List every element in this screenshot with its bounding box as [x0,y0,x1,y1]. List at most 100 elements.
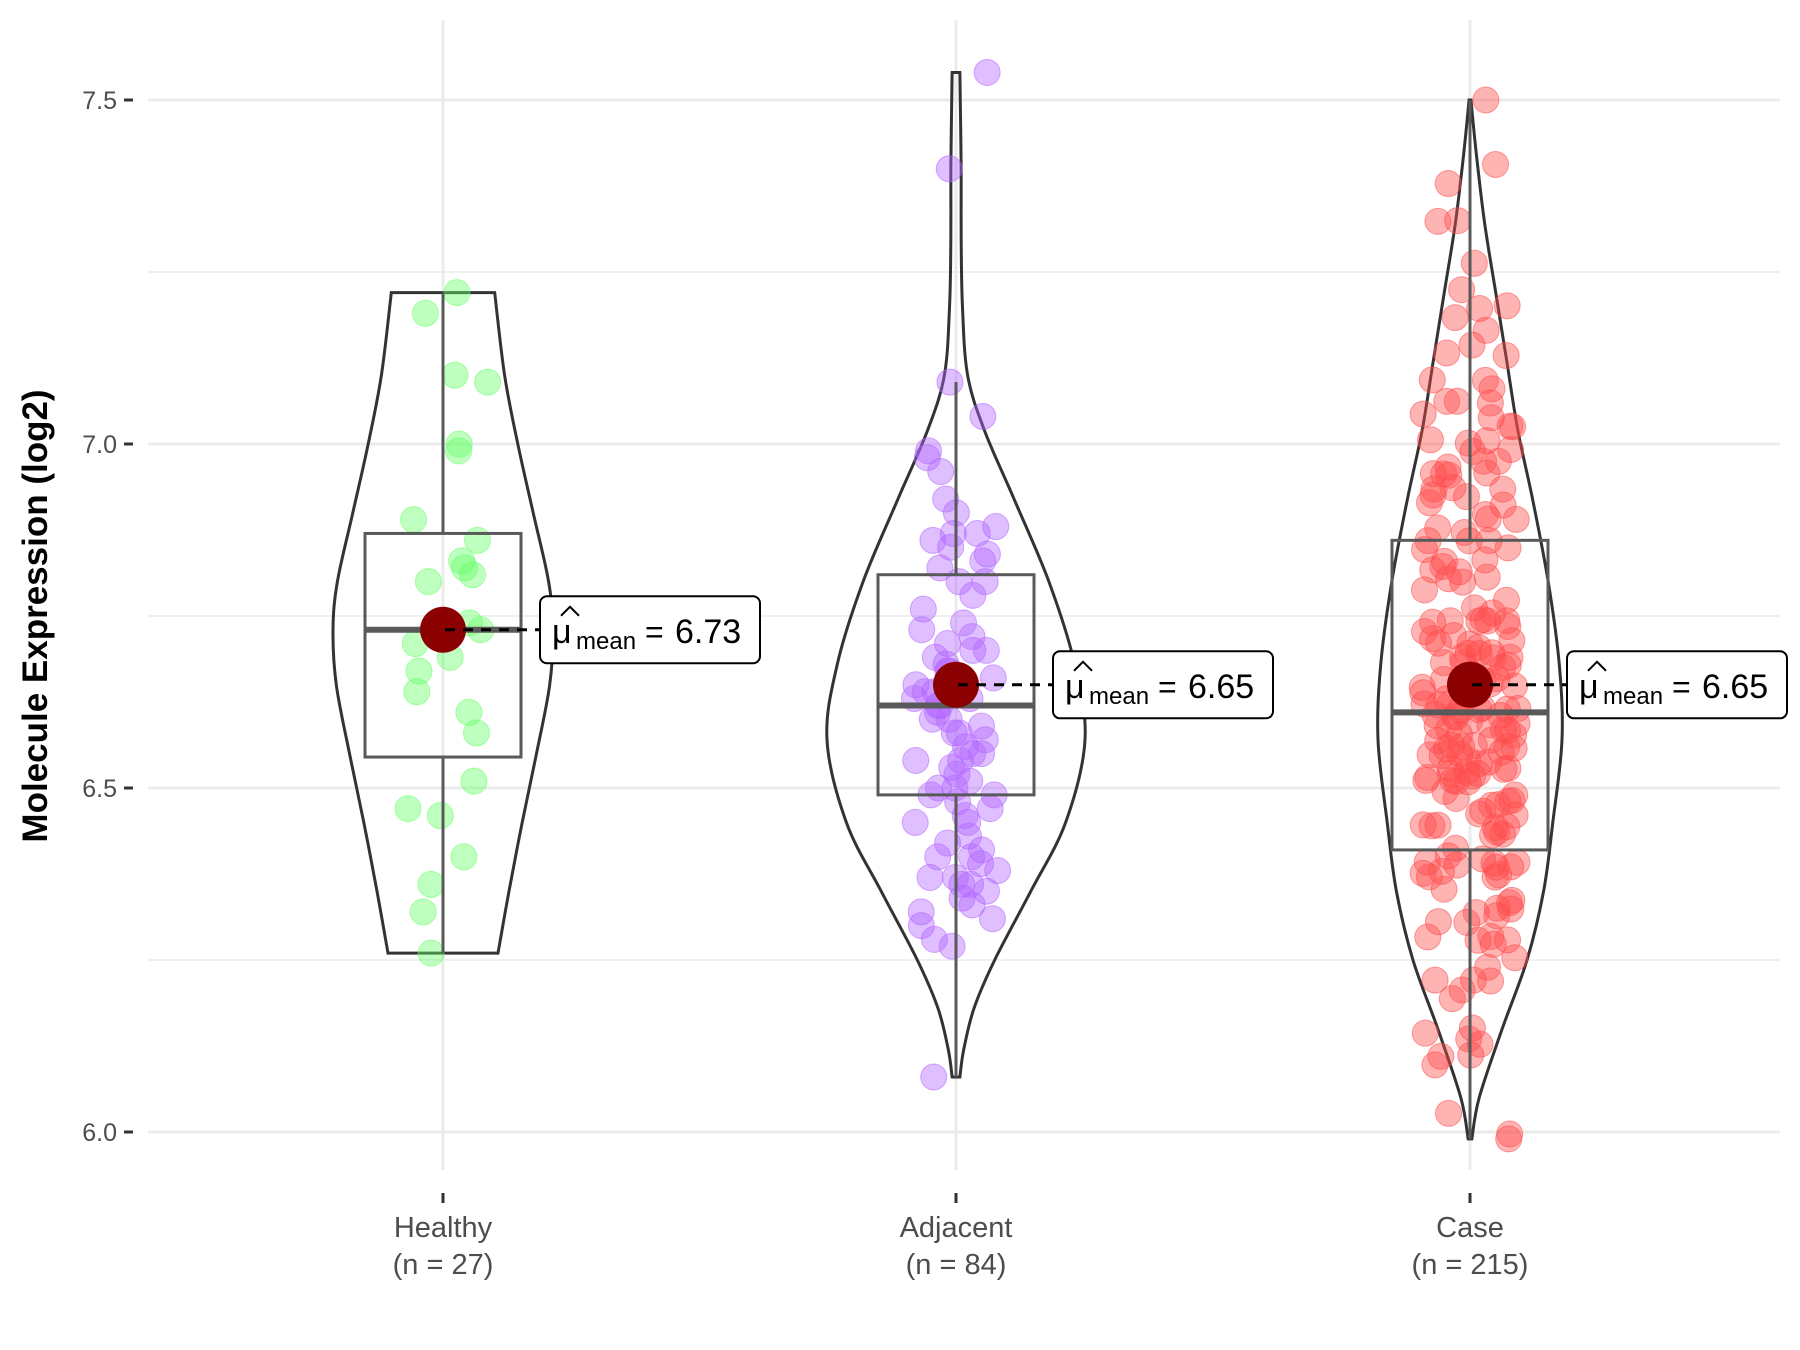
data-point [1419,608,1447,636]
data-point [934,630,962,658]
data-point [1489,820,1517,848]
data-point [1493,292,1521,320]
data-point [1473,563,1501,591]
data-point [1476,389,1504,417]
data-point [1434,453,1462,481]
data-point [1411,536,1439,564]
violin-outline [825,70,1087,1079]
data-point [1454,429,1482,457]
y-tick-label: 7.0 [82,431,117,459]
data-point [920,925,948,953]
x-axis: Healthy (n = 27) Adjacent (n = 84) Case (n = … [393,1193,1529,1281]
data-point [1429,649,1457,677]
violin-outline [331,291,555,955]
x-category-count: (n = 215) [1412,1249,1529,1281]
data-point [1489,653,1517,681]
points-healthy [394,279,502,967]
data-point [1453,908,1481,936]
data-point [924,843,952,871]
data-point [1418,366,1446,394]
x-category-count: (n = 84) [906,1249,1007,1281]
data-point [1493,695,1521,723]
data-point [1472,86,1500,114]
data-point [1435,715,1463,743]
data-point [414,568,442,596]
x-category-count: (n = 27) [393,1249,494,1281]
data-point [936,368,964,396]
data-point [451,554,479,582]
data-point [450,843,478,871]
mu-symbol: μ [552,613,572,651]
group-healthy: μ mean = 6.73 [331,279,761,967]
data-point [443,279,471,307]
data-point [949,609,977,637]
hat-accent [560,605,580,617]
data-point [1458,1014,1486,1042]
y-tick-label: 6.5 [82,775,117,803]
data-point [901,808,929,836]
y-axis-title: Molecule Expression (log2) [16,389,55,842]
data-point [1424,207,1452,235]
equals-sign: = [1672,669,1691,705]
data-point [968,740,996,768]
data-point [411,299,439,327]
data-point [959,581,987,609]
data-point [1419,556,1447,584]
y-axis: 6.0 6.5 7.0 7.5 [82,87,133,1147]
data-point [958,843,986,871]
data-point [959,740,987,768]
data-point [1436,607,1464,635]
data-point [938,932,966,960]
data-point [1492,586,1520,614]
data-point [979,664,1007,692]
data-point [1473,459,1501,487]
data-point [951,802,979,830]
equals-sign: = [1158,669,1177,705]
data-point [1434,170,1462,198]
data-point [935,155,963,183]
y-tick-label: 7.5 [82,87,117,115]
data-point [1460,249,1488,277]
data-point [1415,863,1443,891]
data-point [1432,735,1460,763]
data-point [1484,447,1512,475]
data-point [1501,801,1529,829]
data-point [1434,565,1462,593]
data-point [902,746,930,774]
data-point [1493,732,1521,760]
data-point [1492,342,1520,370]
data-point [934,829,962,857]
group-case: μ mean = 6.65 [1376,86,1788,1153]
data-point [1435,1099,1463,1127]
x-category-label: Adjacent [900,1212,1013,1244]
data-point [409,898,437,926]
data-point [1489,475,1517,503]
data-point [1419,481,1447,509]
data-point [1430,875,1458,903]
data-point [915,437,943,465]
data-point [1410,617,1438,645]
data-point [959,636,987,664]
data-point [1409,400,1437,428]
box-iqr [363,531,523,759]
data-point [908,616,936,644]
hat-accent [1073,660,1093,672]
data-point [939,519,967,547]
data-point [916,863,944,891]
hat-accent [1587,660,1607,672]
data-point [1454,746,1482,774]
data-point [1418,812,1446,840]
box-iqr [1390,538,1550,852]
data-point [1439,766,1467,794]
mean-point [1447,661,1493,708]
data-point [445,430,473,458]
data-point [932,485,960,513]
data-point [1459,437,1487,465]
data-point [978,905,1006,933]
mu-symbol: μ [1579,668,1599,706]
data-point [1409,811,1437,839]
mean-label-text: μ mean = 6.65 [1579,660,1768,710]
data-point [1496,412,1524,440]
data-point [405,657,433,685]
